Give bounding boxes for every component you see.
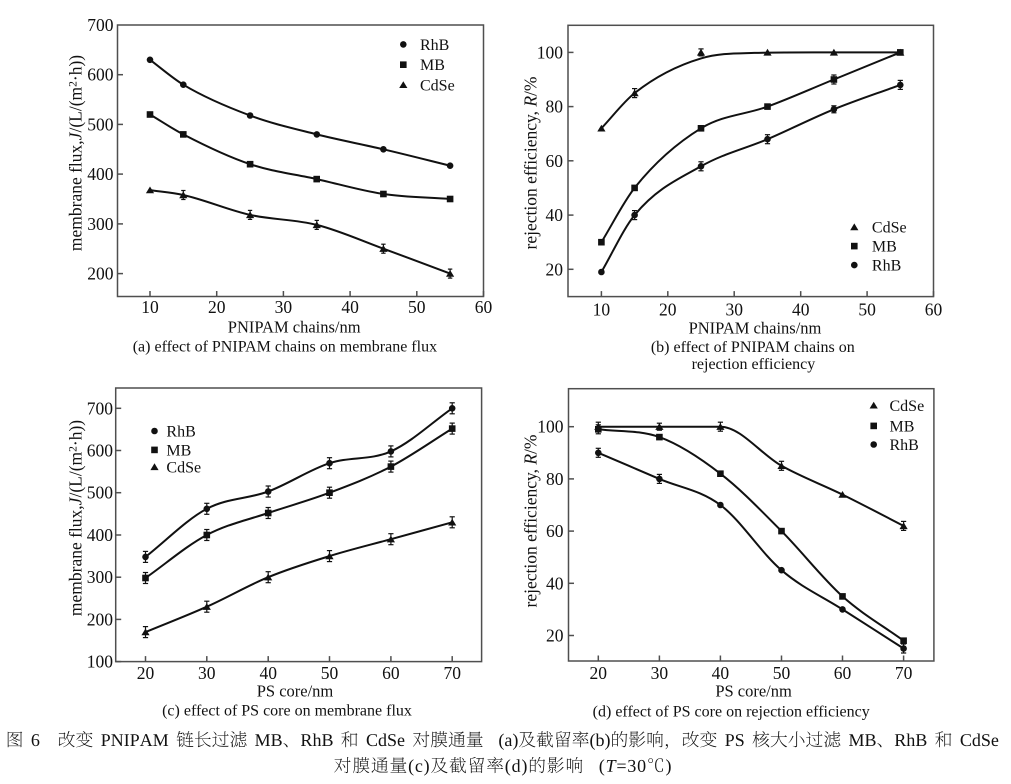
svg-text:PNIPAM chains/nm: PNIPAM chains/nm [689,319,822,338]
svg-text:60: 60 [925,300,943,320]
svg-text:100: 100 [87,652,114,672]
svg-text:100: 100 [537,42,564,62]
svg-text:RhB: RhB [890,437,919,454]
svg-text:80: 80 [546,97,564,117]
svg-text:60: 60 [546,151,564,171]
svg-text:CdSe: CdSe [890,398,925,415]
svg-text:300: 300 [87,567,114,587]
svg-text:500: 500 [87,114,114,134]
svg-text:300: 300 [87,214,114,234]
svg-text:30: 30 [725,300,743,320]
svg-text:400: 400 [87,164,114,184]
svg-text:MB: MB [890,418,915,435]
svg-text:membrane flux,J/(L/(m2·h)): membrane flux,J/(L/(m2·h)) [66,55,86,251]
svg-text:(d) effect of PS core on rejec: (d) effect of PS core on rejection effic… [593,704,870,721]
svg-text:400: 400 [87,525,114,545]
svg-text:rejection efficiency: rejection efficiency [692,356,816,373]
svg-text:60: 60 [382,663,400,683]
svg-text:40: 40 [546,573,564,593]
svg-text:PS core/nm: PS core/nm [715,682,792,701]
svg-text:200: 200 [87,609,114,629]
svg-text:CdSe: CdSe [420,77,455,94]
svg-text:(c) effect of PS core on membr: (c) effect of PS core on membrane flux [162,703,412,720]
svg-text:40: 40 [792,300,810,320]
svg-text:20: 20 [137,663,155,683]
svg-text:(a) effect of PNIPAM chains on: (a) effect of PNIPAM chains on membrane … [133,339,437,356]
svg-text:MB: MB [872,239,897,256]
svg-text:50: 50 [408,297,426,317]
svg-text:600: 600 [87,441,114,461]
svg-text:700: 700 [87,15,114,35]
svg-text:60: 60 [475,297,493,317]
svg-text:(b) effect of PNIPAM chains on: (b) effect of PNIPAM chains on [651,339,855,356]
svg-text:20: 20 [546,626,564,646]
svg-text:20: 20 [590,663,608,683]
svg-text:RhB: RhB [420,37,449,54]
svg-text:40: 40 [712,663,730,683]
svg-text:70: 70 [443,663,461,683]
svg-text:rejection efficiency, R/%: rejection efficiency, R/% [521,77,541,250]
svg-text:MB: MB [166,442,191,459]
svg-text:RhB: RhB [166,424,195,441]
svg-text:200: 200 [87,264,114,284]
svg-text:70: 70 [895,663,913,683]
svg-text:rejection efficiency, R/%: rejection efficiency, R/% [521,435,541,608]
svg-text:700: 700 [87,398,114,418]
svg-text:80: 80 [546,469,564,489]
svg-text:MB: MB [420,57,445,74]
svg-text:50: 50 [321,663,339,683]
svg-text:10: 10 [593,300,611,320]
svg-text:50: 50 [773,663,791,683]
svg-text:20: 20 [208,297,226,317]
svg-text:40: 40 [259,663,277,683]
svg-text:20: 20 [659,300,677,320]
svg-text:30: 30 [275,297,293,317]
svg-text:60: 60 [834,663,852,683]
svg-text:50: 50 [858,300,876,320]
svg-text:600: 600 [87,65,114,85]
svg-text:PNIPAM chains/nm: PNIPAM chains/nm [228,318,361,337]
svg-text:60: 60 [546,521,564,541]
svg-text:30: 30 [651,663,669,683]
svg-text:CdSe: CdSe [166,459,201,476]
svg-text:40: 40 [341,297,359,317]
svg-text:CdSe: CdSe [872,220,907,237]
svg-text:RhB: RhB [872,258,901,275]
svg-text:PS core/nm: PS core/nm [257,682,334,701]
svg-text:500: 500 [87,483,114,503]
svg-text:40: 40 [546,205,564,225]
svg-text:100: 100 [537,417,564,437]
svg-text:30: 30 [198,663,216,683]
svg-text:10: 10 [141,297,159,317]
svg-text:membrane flux,J/(L/(m2·h)): membrane flux,J/(L/(m2·h)) [66,420,86,616]
svg-text:20: 20 [546,259,564,279]
